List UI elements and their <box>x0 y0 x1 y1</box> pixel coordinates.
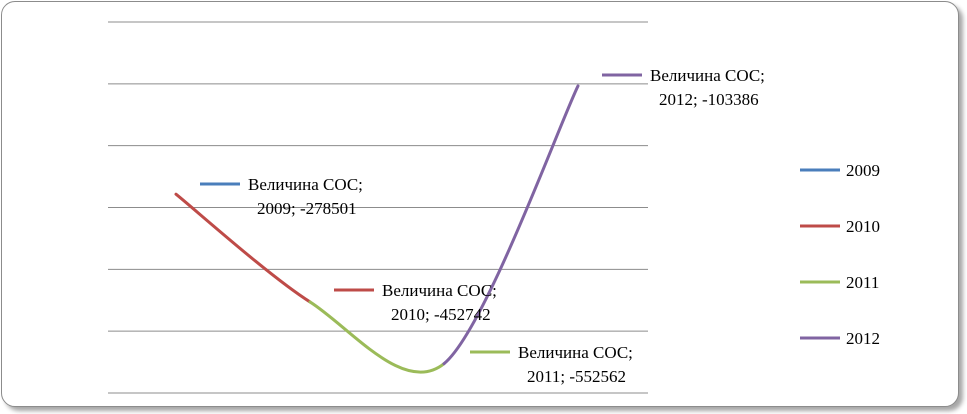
data-labels: Величина СОС; 2009; -278501 Величина СОС; 2… <box>200 66 765 386</box>
series-curves <box>174 84 580 374</box>
data-label-2012-line1: Величина СОС; <box>650 66 765 85</box>
legend: 2009 2010 2011 2012 <box>800 161 880 348</box>
legend-label-2009: 2009 <box>846 161 880 180</box>
chart-frame <box>1 1 959 407</box>
series-line-2010 <box>174 192 312 304</box>
data-label-2010-line2: 2010; -452742 <box>391 305 491 324</box>
data-label-2009-line1: Величина СОС; <box>248 175 363 194</box>
data-label-2009-line2: 2009; -278501 <box>257 199 357 218</box>
series-line-2012 <box>442 84 580 366</box>
legend-label-2010: 2010 <box>846 217 880 236</box>
series-line-2011 <box>308 300 446 374</box>
data-label-2011-line2: 2011; -552562 <box>527 367 626 386</box>
data-label-2012-line2: 2012; -103386 <box>659 90 759 109</box>
data-label-2010-line1: Величина СОС; <box>382 281 497 300</box>
legend-label-2011: 2011 <box>846 273 879 292</box>
gridlines <box>108 21 648 394</box>
legend-label-2012: 2012 <box>846 329 880 348</box>
data-label-2011-line1: Величина СОС; <box>518 343 633 362</box>
